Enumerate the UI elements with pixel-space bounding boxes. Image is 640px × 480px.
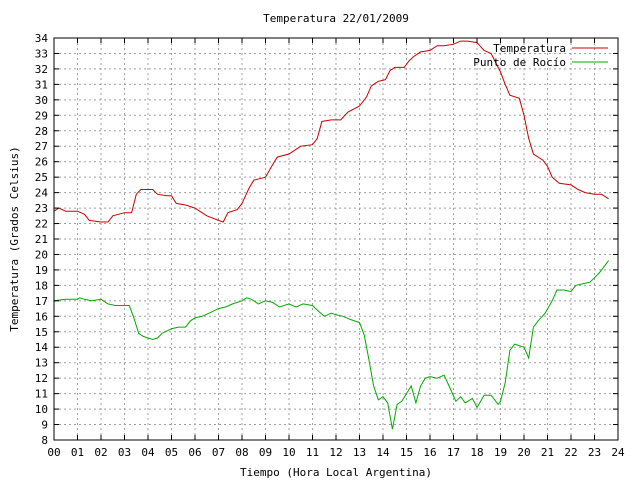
- x-tick-label: 15: [400, 446, 413, 459]
- legend: Temperatura Punto de Rocío: [473, 42, 608, 69]
- y-tick-label: 20: [35, 248, 48, 261]
- x-tick-label: 18: [470, 446, 483, 459]
- x-tick-label: 04: [141, 446, 155, 459]
- x-tick-label: 07: [212, 446, 225, 459]
- chart-title: Temperatura 22/01/2009: [263, 12, 409, 25]
- y-tick-label: 22: [35, 218, 48, 231]
- y-tick-label: 23: [35, 202, 48, 215]
- series-line-temperatura: [53, 40, 609, 223]
- x-tick-label: 03: [118, 446, 131, 459]
- y-tick-label: 8: [41, 434, 48, 447]
- y-tick-label: 12: [35, 372, 48, 385]
- x-tick-label: 20: [517, 446, 530, 459]
- legend-label-punto-de-rocio: Punto de Rocío: [473, 56, 566, 69]
- y-tick-label: 11: [35, 388, 48, 401]
- x-tick-label: 12: [329, 446, 342, 459]
- y-tick-label: 27: [35, 140, 48, 153]
- x-tick-label: 16: [423, 446, 436, 459]
- y-tick-label: 25: [35, 171, 48, 184]
- y-tick-label: 17: [35, 295, 48, 308]
- y-tick-label: 10: [35, 403, 48, 416]
- x-tick-label: 08: [235, 446, 248, 459]
- x-tick-label: 05: [165, 446, 178, 459]
- grid-lines: [54, 38, 618, 440]
- x-axis-label: Tiempo (Hora Local Argentina): [240, 466, 432, 479]
- x-tick-label: 10: [282, 446, 295, 459]
- y-axis-label: Temperatura (Grados Celsius): [8, 146, 21, 331]
- x-tick-label: 17: [447, 446, 460, 459]
- y-tick-label: 19: [35, 264, 48, 277]
- x-tick-label: 06: [188, 446, 201, 459]
- x-tick-label: 24: [611, 446, 625, 459]
- x-axis-ticks: 00 01 02 03 04 05 06 07 08 09 10 11 12 13 14 15 16 17 18 19…: [47, 38, 625, 459]
- series-layer: [53, 40, 609, 430]
- y-tick-label: 30: [35, 94, 48, 107]
- y-tick-label: 33: [35, 47, 48, 60]
- series-line-punto-de-rocio: [53, 260, 609, 430]
- x-tick-label: 00: [47, 446, 60, 459]
- y-tick-label: 18: [35, 279, 48, 292]
- y-axis-ticks: 8 9 10 11 12 13 14 15 16 17 18 19 20 21 22 23 24 25 26 27 28…: [35, 32, 618, 447]
- y-tick-label: 29: [35, 109, 48, 122]
- x-tick-label: 21: [541, 446, 554, 459]
- y-tick-label: 26: [35, 156, 48, 169]
- x-tick-label: 13: [353, 446, 366, 459]
- x-tick-label: 02: [94, 446, 107, 459]
- legend-label-temperatura: Temperatura: [493, 42, 566, 55]
- x-tick-label: 22: [564, 446, 577, 459]
- x-tick-label: 23: [588, 446, 601, 459]
- x-tick-label: 19: [494, 446, 507, 459]
- y-tick-label: 28: [35, 125, 48, 138]
- y-tick-label: 31: [35, 78, 48, 91]
- y-tick-label: 13: [35, 357, 48, 370]
- x-tick-label: 14: [376, 446, 390, 459]
- y-tick-label: 32: [35, 63, 48, 76]
- x-tick-label: 09: [259, 446, 272, 459]
- x-tick-label: 01: [71, 446, 84, 459]
- y-tick-label: 14: [35, 341, 49, 354]
- y-tick-label: 9: [41, 419, 48, 432]
- y-tick-label: 21: [35, 233, 48, 246]
- y-tick-label: 15: [35, 326, 48, 339]
- x-tick-label: 11: [306, 446, 319, 459]
- y-tick-label: 16: [35, 310, 48, 323]
- y-tick-label: 34: [35, 32, 49, 45]
- y-tick-label: 24: [35, 187, 49, 200]
